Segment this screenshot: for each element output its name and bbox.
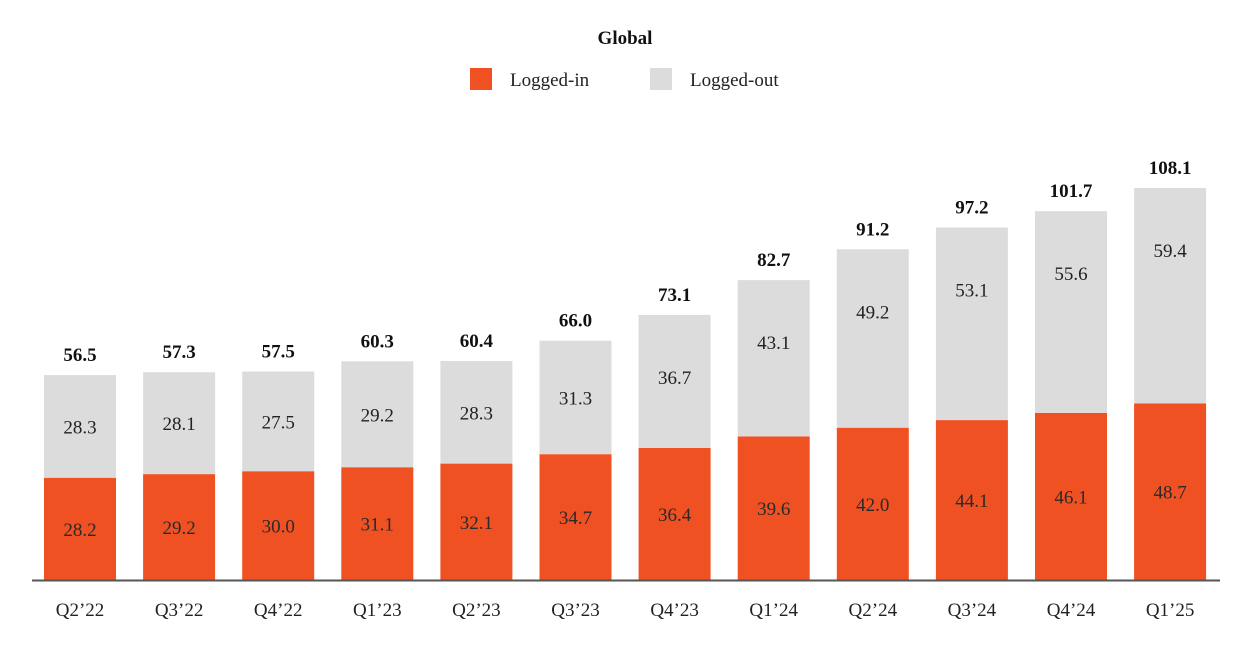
bar-logged-in	[143, 474, 216, 580]
legend: Logged-in Logged-out	[470, 68, 779, 91]
total-label: 57.3	[162, 342, 195, 363]
data-label-logged-in: 34.7	[559, 508, 592, 529]
data-label-logged-in: 42.0	[856, 495, 889, 516]
total-label: 60.4	[460, 331, 494, 352]
bar-logged-in	[440, 463, 513, 580]
bar-logged-in	[1134, 403, 1207, 580]
bar-logged-out	[1035, 211, 1107, 413]
bar-logged-in	[836, 427, 909, 580]
x-tick-label: Q1’24	[749, 600, 798, 621]
bar-logged-out	[44, 375, 116, 478]
data-label-logged-in: 31.1	[361, 515, 394, 536]
data-label-logged-in: 46.1	[1054, 487, 1087, 508]
total-label: 56.5	[63, 345, 96, 366]
bar-logged-in	[539, 454, 612, 580]
data-label-logged-in: 39.6	[757, 499, 790, 520]
bar-logged-out	[638, 314, 711, 449]
data-label-logged-out: 53.1	[955, 281, 988, 302]
total-label: 91.2	[856, 219, 889, 240]
bar-logged-in	[737, 436, 810, 580]
chart-title: Global	[598, 28, 653, 49]
data-label-logged-out: 28.3	[460, 403, 493, 424]
x-tick-label: Q3’22	[155, 600, 204, 621]
total-label: 73.1	[658, 285, 691, 306]
bar-logged-in	[1035, 412, 1107, 580]
data-label-logged-out: 49.2	[856, 302, 889, 323]
data-label-logged-out: 28.1	[162, 414, 195, 435]
data-label-logged-out: 29.2	[361, 405, 394, 426]
x-tick-label: Q4’23	[650, 600, 699, 621]
bar-logged-in	[341, 467, 414, 580]
data-label-logged-out: 43.1	[757, 333, 790, 354]
data-label-logged-in: 36.4	[658, 505, 692, 526]
legend-swatch-logged-in	[470, 68, 492, 90]
bar-logged-in	[935, 420, 1008, 580]
x-tick-label: Q2’24	[849, 600, 898, 621]
data-label-logged-out: 59.4	[1153, 241, 1187, 262]
total-label: 66.0	[559, 311, 592, 332]
bar-logged-out	[539, 340, 612, 455]
data-label-logged-out: 31.3	[559, 388, 592, 409]
data-label-logged-in: 32.1	[460, 513, 493, 534]
bar-logged-out	[341, 361, 414, 468]
total-label: 97.2	[955, 198, 988, 219]
bar-logged-out	[143, 372, 216, 475]
bar-logged-in	[44, 477, 116, 580]
data-label-logged-in: 44.1	[955, 491, 988, 512]
bar-logged-out	[836, 249, 909, 428]
x-tick-label: Q2’23	[452, 600, 501, 621]
data-label-logged-in: 28.2	[63, 520, 96, 541]
data-label-logged-out: 28.3	[63, 417, 96, 438]
data-label-logged-out: 36.7	[658, 368, 691, 389]
bar-logged-out	[1134, 188, 1207, 404]
legend-label-logged-in: Logged-in	[510, 70, 590, 91]
data-label-logged-in: 48.7	[1153, 483, 1186, 504]
data-label-logged-in: 29.2	[162, 518, 195, 539]
x-tick-label: Q4’22	[254, 600, 303, 621]
labels-group: 28.2 28.3 56.5 29.2 28.1 57.3 30.0 27.5 57.5 31.1…	[63, 158, 1191, 541]
x-tick-label: Q3’24	[948, 600, 997, 621]
bars-group	[44, 188, 1207, 580]
x-tick-label: Q4’24	[1047, 600, 1096, 621]
total-label: 82.7	[757, 250, 791, 271]
data-label-logged-in: 30.0	[262, 517, 295, 538]
total-label: 57.5	[262, 341, 295, 362]
legend-label-logged-out: Logged-out	[690, 70, 779, 91]
bar-logged-in	[242, 471, 315, 580]
legend-swatch-logged-out	[650, 68, 672, 90]
x-tick-label: Q1’23	[353, 600, 402, 621]
total-label: 60.3	[361, 331, 394, 352]
x-tick-label: Q3’23	[551, 600, 600, 621]
bar-logged-out	[935, 227, 1008, 421]
bar-logged-out	[737, 280, 810, 437]
data-label-logged-out: 27.5	[262, 412, 295, 433]
x-tick-label: Q2’22	[56, 600, 105, 621]
bar-logged-in	[638, 448, 711, 580]
bar-logged-out	[440, 360, 513, 464]
bar-logged-out	[242, 371, 315, 472]
data-label-logged-out: 55.6	[1054, 264, 1087, 285]
x-tick-label: Q1’25	[1146, 600, 1195, 621]
total-label: 101.7	[1050, 181, 1093, 202]
total-label: 108.1	[1149, 158, 1192, 179]
x-axis-ticks: Q2’22 Q3’22 Q4’22 Q1’23 Q2’23 Q3’23 Q4’23 Q1’24…	[56, 600, 1195, 621]
